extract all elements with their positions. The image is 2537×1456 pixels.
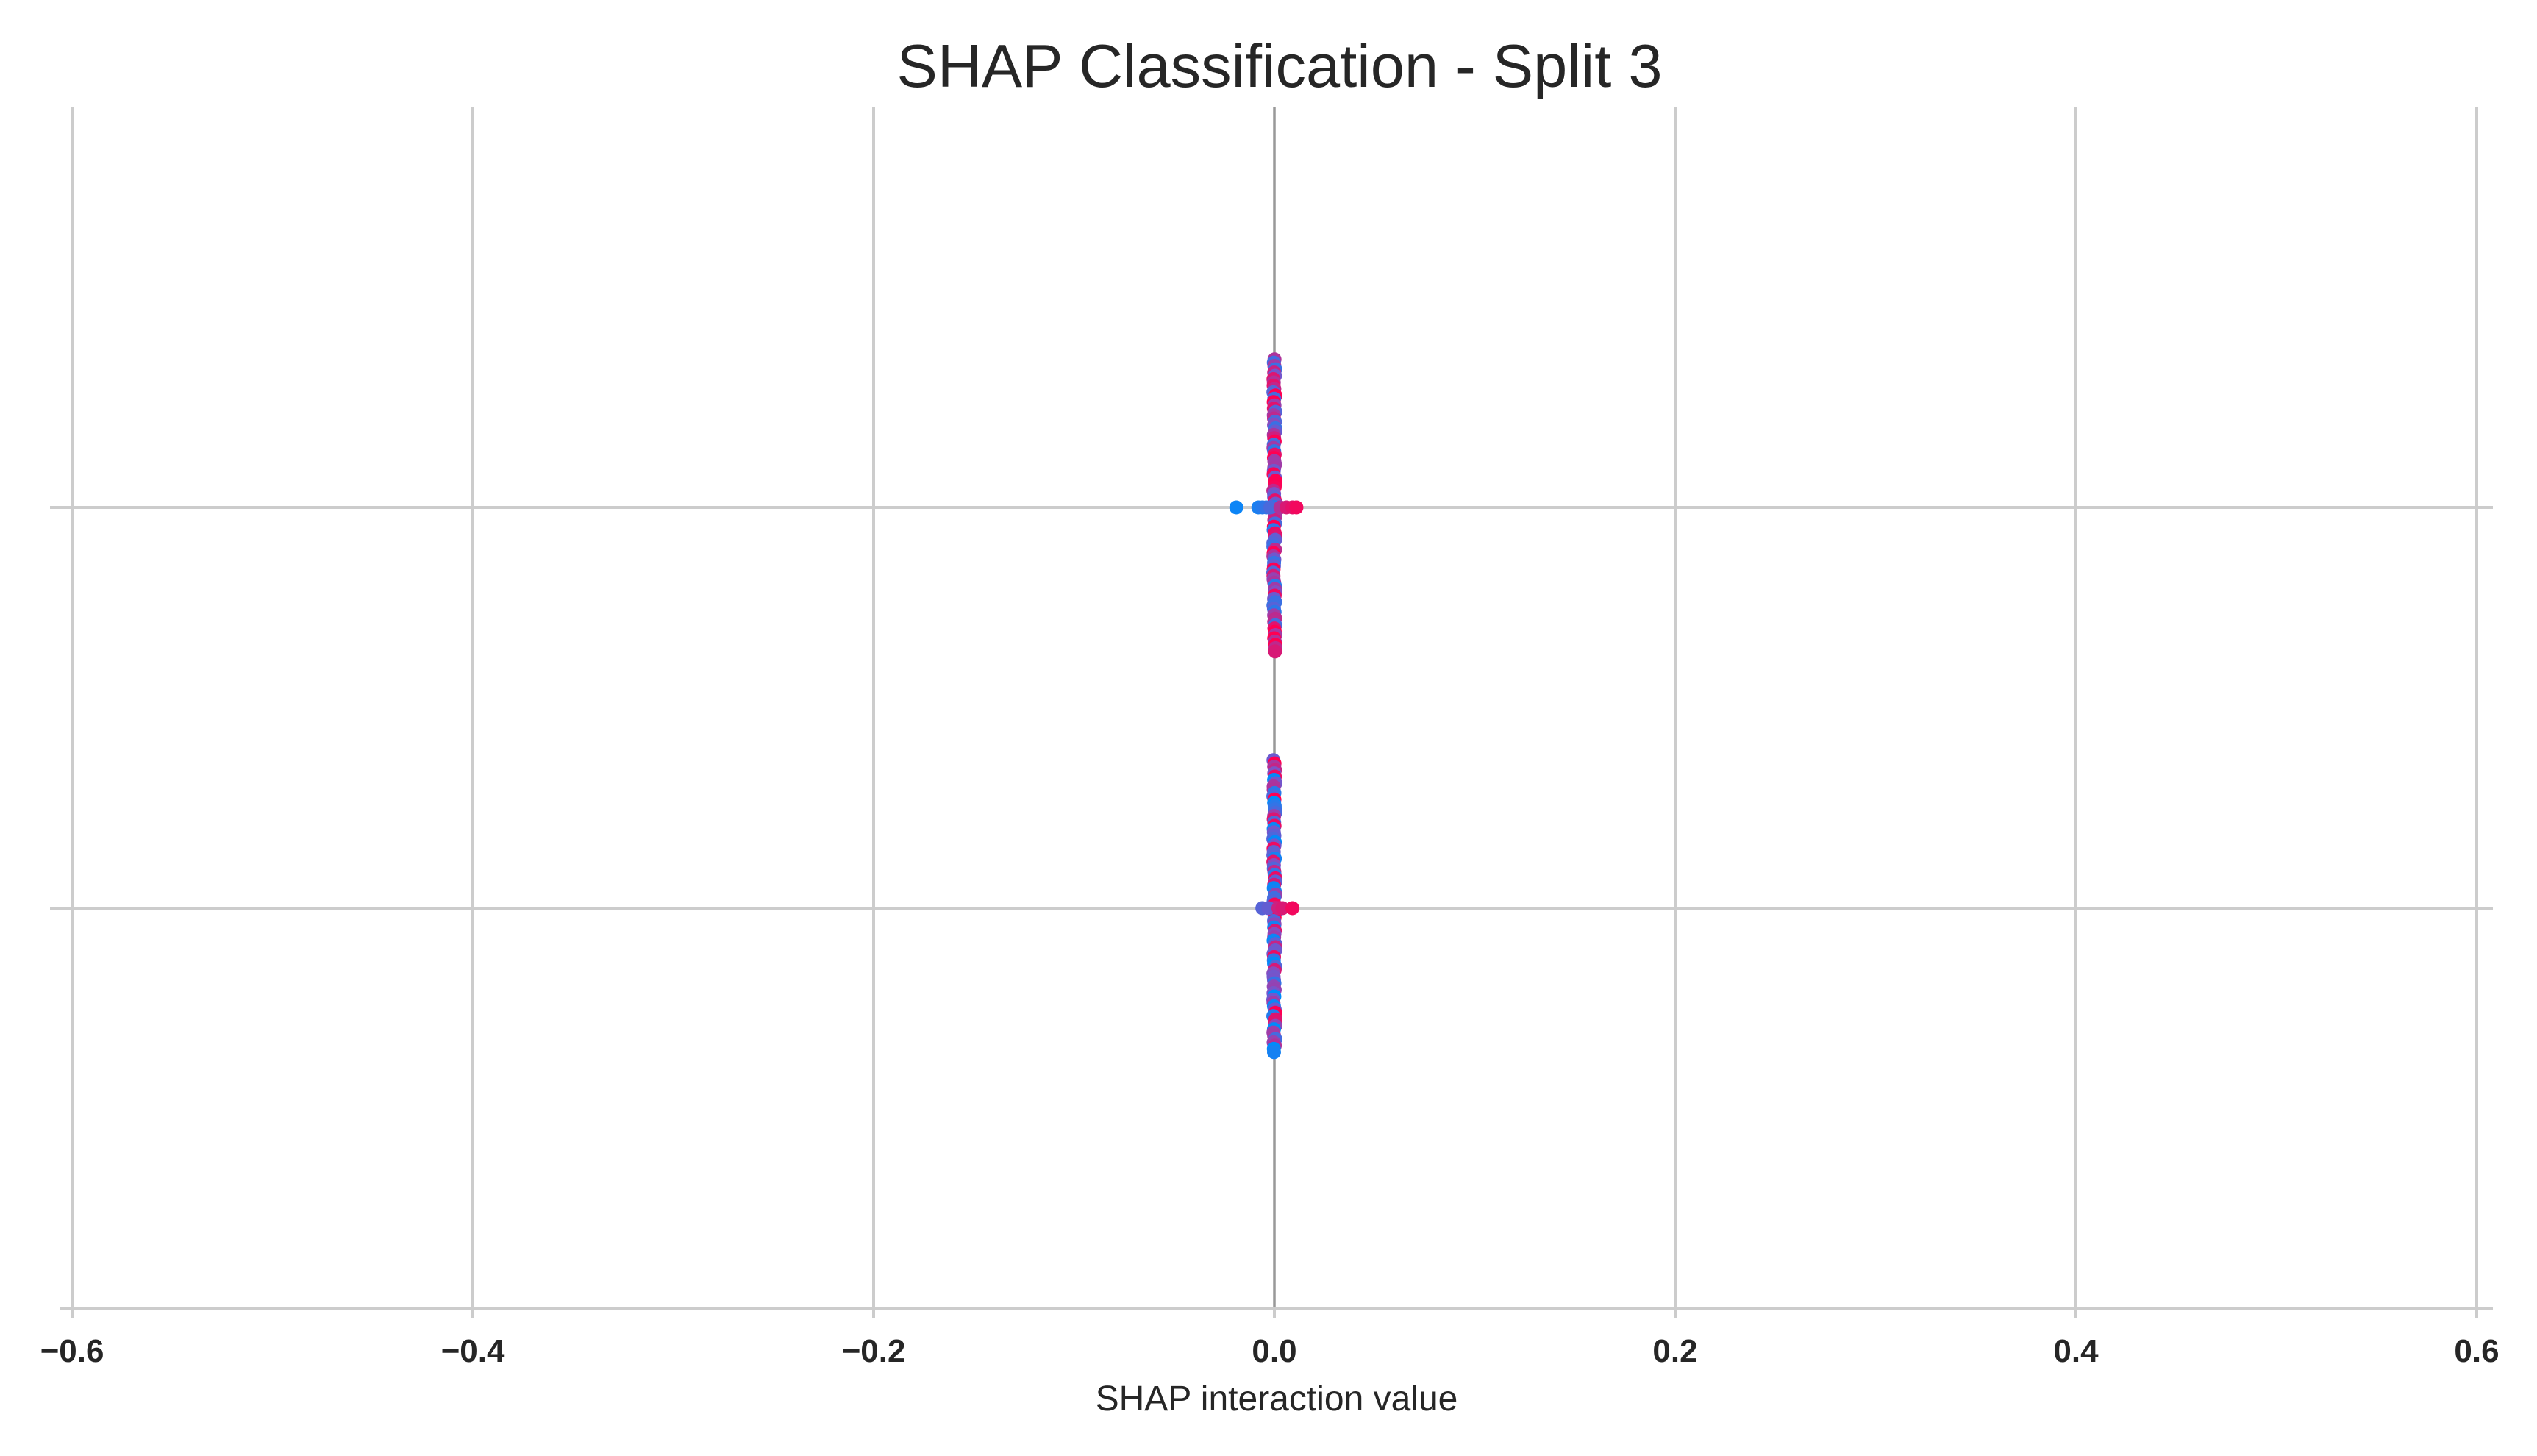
x-ticks: −0.6 −0.4 −0.2 0.0 0.2 0.4 0.6 bbox=[40, 1308, 2499, 1369]
stack-point-row1 bbox=[1266, 1045, 1281, 1060]
data-point-row0-0 bbox=[1229, 500, 1243, 515]
x-axis-label: SHAP interaction value bbox=[1096, 1380, 1458, 1418]
x-tick-label-6: 0.6 bbox=[2454, 1333, 2499, 1369]
x-tick-label-1: −0.4 bbox=[441, 1333, 505, 1369]
chart-title: SHAP Classification - Split 3 bbox=[897, 32, 1663, 100]
data-point-row1-1 bbox=[1261, 901, 1276, 916]
data-point-row0-4 bbox=[1263, 500, 1278, 515]
data-point-row1-3 bbox=[1275, 901, 1290, 916]
data-point-row1-4 bbox=[1285, 901, 1300, 916]
x-tick-label-5: 0.4 bbox=[2053, 1333, 2099, 1369]
points-layer bbox=[1229, 352, 1304, 1060]
x-tick-label-3: 0.0 bbox=[1252, 1333, 1296, 1369]
x-tick-label-2: −0.2 bbox=[842, 1333, 906, 1369]
gridlines bbox=[50, 107, 2493, 1308]
x-tick-label-0: −0.6 bbox=[40, 1333, 104, 1369]
data-point-row0-8 bbox=[1289, 500, 1304, 515]
stack-point-row0 bbox=[1268, 644, 1282, 659]
x-tick-label-4: 0.2 bbox=[1652, 1333, 1697, 1369]
